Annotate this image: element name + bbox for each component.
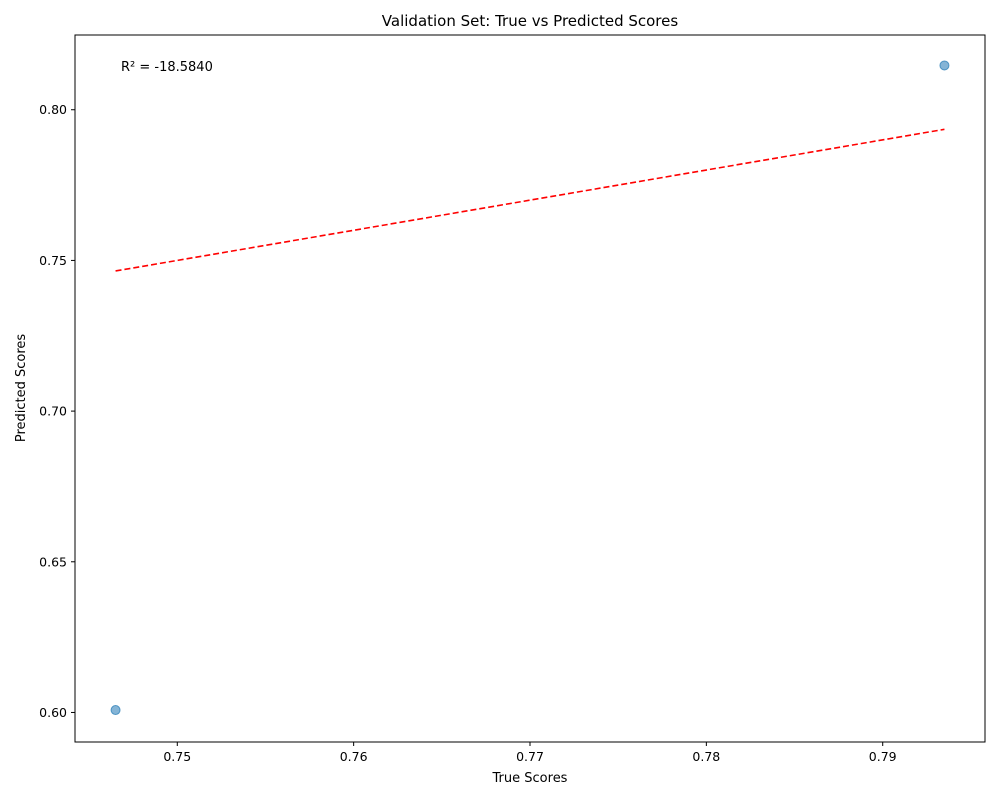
x-tick-label: 0.78 [692, 749, 720, 764]
data-point [939, 60, 950, 71]
x-axis-label: True Scores [492, 771, 568, 786]
x-tick-label: 0.79 [869, 749, 897, 764]
fit-line [115, 128, 945, 272]
x-tick-label: 0.75 [163, 749, 191, 764]
y-tick-label: 0.65 [39, 554, 67, 569]
plot-area: 0.75 0.76 0.77 0.78 0.79 0.60 0.65 0.70 0.75 0.80 [39, 34, 986, 764]
x-tick-label: 0.77 [516, 749, 544, 764]
y-tick-label: 0.80 [39, 102, 67, 117]
x-tick-label: 0.76 [340, 749, 368, 764]
data-point [110, 705, 121, 716]
chart-title: Validation Set: True vs Predicted Scores [382, 12, 679, 30]
r-squared-annotation: R² = -18.5840 [121, 60, 213, 75]
y-axis-label: Predicted Scores [14, 334, 29, 443]
plot-frame [74, 34, 986, 743]
y-tick-label: 0.75 [39, 253, 67, 268]
y-tick-label: 0.70 [39, 404, 67, 419]
y-tick-label: 0.60 [39, 705, 67, 720]
